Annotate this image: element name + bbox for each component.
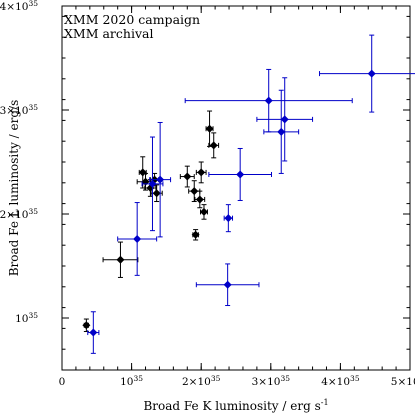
y-tick-label: 2×1035 — [0, 207, 38, 221]
y-tick-label: 4×1035 — [0, 0, 38, 13]
data-point — [194, 190, 206, 209]
diamond-marker — [197, 168, 206, 177]
y-tick-label-exponent: 35 — [28, 207, 38, 216]
diamond-marker — [152, 189, 161, 198]
data-point — [102, 241, 139, 278]
data-point — [205, 110, 214, 147]
x-tick-label-exponent: 35 — [211, 374, 221, 383]
diamond-marker — [148, 179, 157, 188]
diamond-marker — [205, 124, 214, 133]
diamond-marker — [191, 230, 200, 239]
diamond-marker — [199, 207, 208, 216]
diamond-marker — [190, 187, 199, 196]
diamond-marker — [156, 175, 165, 184]
y-tick-label-exponent: 35 — [28, 103, 38, 112]
data-point — [195, 263, 260, 307]
data-point — [138, 156, 147, 189]
x-tick-label-base: 2×10 — [182, 376, 211, 388]
data-point — [319, 34, 415, 113]
data-point — [208, 147, 272, 201]
y-tick-label-exponent: 35 — [28, 0, 38, 8]
diamond-marker — [195, 195, 204, 204]
x-tick-label-base: 0 — [59, 376, 66, 388]
y-tick-label-base: 4×10 — [0, 1, 28, 13]
diamond-marker — [367, 69, 376, 78]
data-point — [199, 204, 208, 220]
diamond-marker — [277, 127, 286, 136]
diamond-marker — [138, 168, 147, 177]
axis-ticks — [61, 5, 411, 371]
data-point — [195, 161, 207, 184]
data-point — [117, 202, 158, 276]
x-tick-label: 2×1035 — [182, 374, 221, 388]
data-point — [149, 121, 172, 238]
diamond-marker — [224, 214, 233, 223]
series-xmm-2020-campaign — [82, 110, 220, 333]
x-tick-label-base: 3×10 — [252, 376, 281, 388]
legend-entry-xmm-archival: XMM archival — [64, 26, 153, 41]
diamond-marker — [116, 255, 125, 264]
y-tick-label: 1035 — [15, 311, 38, 325]
tick-labels: 010352×10353×10354×10355×103510352×10353… — [0, 0, 415, 388]
data-point — [179, 165, 195, 188]
y-tick-label-exponent: 35 — [28, 311, 38, 320]
x-axis-label: Broad Fe K luminosity / erg s-1 — [143, 398, 328, 413]
x-tick-label-base: 10 — [120, 376, 133, 388]
data-point — [191, 229, 200, 241]
data-point — [223, 204, 234, 233]
data-point — [208, 132, 220, 159]
data-point — [141, 136, 164, 232]
x-tick-label-base: 5×10 — [391, 376, 415, 388]
diamond-marker — [236, 170, 245, 179]
y-tick-label: 3×1035 — [0, 103, 38, 117]
diamond-marker — [223, 280, 232, 289]
legend-entry-xmm-2020: XMM 2020 campaign — [64, 12, 200, 27]
diamond-marker — [264, 96, 273, 105]
data-point — [184, 68, 353, 133]
x-tick-label: 3×1035 — [252, 374, 291, 388]
diamond-marker — [280, 115, 289, 124]
x-tick-label: 4×1035 — [321, 374, 360, 388]
diamond-marker — [82, 321, 91, 330]
y-tick-label-base: 10 — [15, 313, 28, 325]
diamond-marker — [89, 328, 98, 337]
data-point — [263, 89, 300, 174]
x-tick-label-exponent: 35 — [280, 374, 290, 383]
y-tick-label-base: 2×10 — [0, 209, 28, 221]
diamond-marker — [209, 141, 218, 150]
diamond-marker — [133, 234, 142, 243]
series-xmm-archival — [87, 34, 415, 354]
y-tick-label-base: 3×10 — [0, 105, 28, 117]
data-points — [82, 34, 415, 354]
x-tick-label-exponent: 35 — [350, 374, 360, 383]
x-tick-label: 1035 — [120, 374, 143, 388]
x-tick-label: 0 — [59, 376, 66, 388]
data-point — [256, 77, 314, 162]
data-point — [82, 318, 91, 333]
x-tick-label-exponent: 35 — [134, 374, 144, 383]
data-point — [87, 311, 100, 354]
y-axis-label: Broad Fe L luminosity / erg/s — [7, 100, 21, 277]
x-tick-label: 5×1035 — [391, 374, 415, 388]
diamond-marker — [183, 172, 192, 181]
x-tick-label-base: 4×10 — [321, 376, 350, 388]
plot-frame — [61, 5, 411, 371]
